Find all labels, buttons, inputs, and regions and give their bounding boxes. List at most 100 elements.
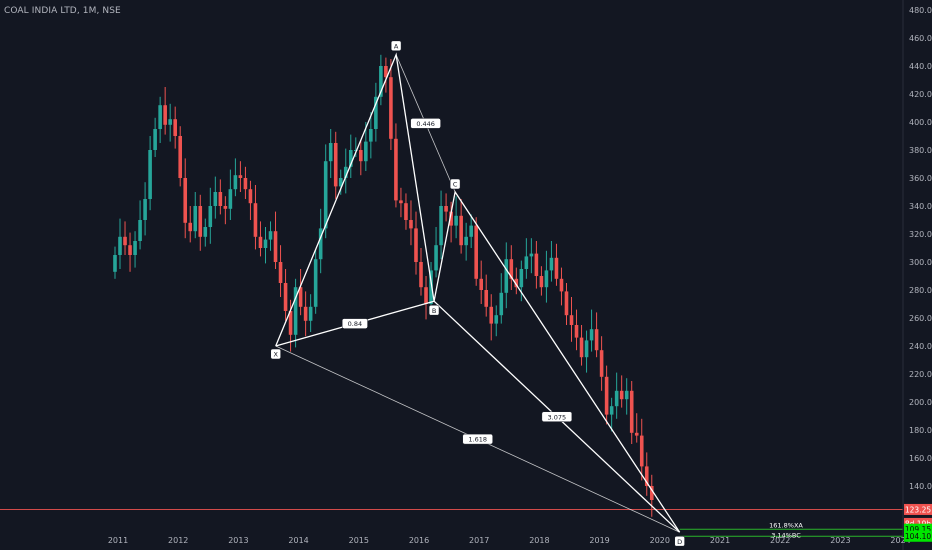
candle-body <box>233 175 238 190</box>
candle-body <box>168 119 172 125</box>
candle-body <box>424 287 428 304</box>
y-tick-label: 440.00 <box>909 62 932 71</box>
candle-body <box>484 290 489 307</box>
candle-body <box>559 278 564 292</box>
candle-body <box>318 228 323 260</box>
candle-body <box>439 206 443 246</box>
candle-body <box>153 129 157 150</box>
candle-body <box>429 270 433 304</box>
candle-body <box>389 77 393 139</box>
candle-body <box>584 340 589 358</box>
candle-body <box>123 236 127 246</box>
candle-body <box>379 66 383 97</box>
candle-body <box>303 306 308 321</box>
candle-body <box>624 390 629 400</box>
pattern-point-label: B <box>432 307 436 315</box>
y-tick-label: 340.00 <box>909 202 932 211</box>
target-price-tag-box <box>904 523 932 535</box>
candle-body <box>549 257 554 271</box>
candle-body <box>369 129 373 142</box>
candle-body <box>499 292 504 316</box>
candle-body <box>449 211 453 226</box>
ratio-label: 0.84 <box>348 320 362 328</box>
y-tick-label: 160.00 <box>909 454 932 463</box>
pattern-point-tag <box>674 535 685 547</box>
candle-body <box>278 262 283 283</box>
candle-body <box>298 287 303 307</box>
ratio-label: 3.075 <box>548 413 567 421</box>
ratio-label-box <box>462 433 493 445</box>
y-tick-label: 280.00 <box>909 286 932 295</box>
candle-body <box>594 329 599 351</box>
candle-body <box>614 390 619 407</box>
candle-body <box>579 337 584 358</box>
candle-body <box>243 178 248 190</box>
x-tick-label: 2012 <box>168 536 188 545</box>
candle-body <box>589 329 594 341</box>
candle-body <box>163 105 167 125</box>
candle-body <box>118 236 122 255</box>
candle-body <box>459 215 463 246</box>
candle-body <box>158 105 162 129</box>
pattern-point-label: X <box>273 351 278 359</box>
x-tick-label: 2024 <box>890 536 910 545</box>
y-tick-label: 480.00 <box>909 6 932 15</box>
target-price-tag-box <box>904 530 932 542</box>
candle-body <box>649 486 654 500</box>
candle-body <box>524 256 529 269</box>
target-price-tag: 109.15 <box>905 525 931 534</box>
candle-body <box>323 161 328 229</box>
candle-body <box>148 150 152 199</box>
candle-body <box>644 466 649 486</box>
harmonic-legs <box>275 52 681 533</box>
candle-body <box>504 259 509 293</box>
candle-body <box>333 143 338 187</box>
candle-body <box>419 262 423 288</box>
candle-body <box>203 227 208 237</box>
candle-body <box>409 220 413 229</box>
candle-body <box>308 306 313 321</box>
y-tick-label: 240.00 <box>909 342 932 351</box>
y-tick-label: 200.00 <box>909 398 932 407</box>
candle-body <box>178 136 183 178</box>
candle-body <box>474 225 478 279</box>
candle-body <box>554 257 559 279</box>
candle-body <box>253 203 258 237</box>
symbol-title: COAL INDIA LTD, 1M, NSE <box>4 6 121 16</box>
y-tick-label: 460.00 <box>909 34 932 43</box>
x-tick-label: 2020 <box>650 536 670 545</box>
candle-body <box>133 241 137 255</box>
candle-body <box>384 66 388 78</box>
candle-body <box>213 192 218 206</box>
candle-body <box>353 150 358 151</box>
ratio-label-box <box>410 118 441 129</box>
candle-body <box>394 138 398 201</box>
y-tick-label: 380.00 <box>909 146 932 155</box>
candle-body <box>534 253 539 276</box>
ratio-label-box <box>541 411 573 422</box>
candle-body <box>599 350 604 377</box>
candle-body <box>273 231 278 262</box>
candle-body <box>223 206 228 209</box>
target-label: 3.14%BC <box>771 531 801 539</box>
y-tick-label: 220.00 <box>909 370 932 379</box>
y-tick-label: 400.00 <box>909 118 932 127</box>
x-tick-label: 2018 <box>529 536 549 545</box>
candle-body <box>218 192 223 206</box>
pattern-point-label: C <box>453 181 458 189</box>
y-tick-label: 360.00 <box>909 174 932 183</box>
candle-body <box>469 225 473 237</box>
candle-body <box>268 231 273 240</box>
candle-body <box>434 245 438 271</box>
y-tick-label: 180.00 <box>909 426 932 435</box>
candle-body <box>414 228 418 262</box>
y-tick-label: 300.00 <box>909 258 932 267</box>
candle-body <box>374 96 378 129</box>
x-tick-label: 2014 <box>288 536 308 545</box>
candle-body <box>364 141 368 162</box>
pattern-point-tag <box>449 178 461 190</box>
countdown-tag-box <box>904 517 932 529</box>
candle-body <box>444 206 448 212</box>
candle-body <box>183 178 188 223</box>
